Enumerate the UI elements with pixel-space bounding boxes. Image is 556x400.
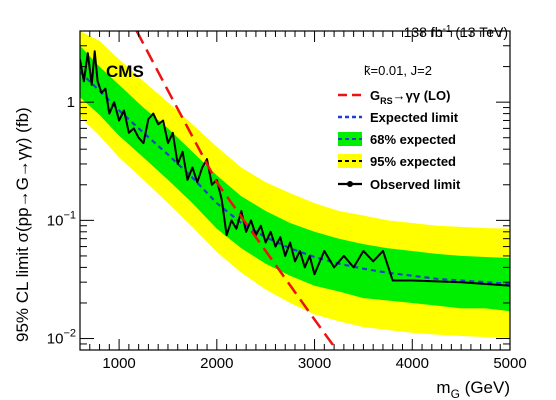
legend-swatch-95	[338, 154, 362, 168]
theory-graviton-line	[135, 31, 339, 350]
legend-label-95: 95% expected	[370, 154, 456, 169]
y-axis-label: 95% CL limit σ(pp→G→γγ) (fb)	[13, 107, 32, 342]
parameter-label: k̃=0.01, J=2	[364, 63, 432, 78]
legend-label-68: 68% expected	[370, 132, 456, 147]
legend-label-expected: Expected limit	[370, 110, 459, 125]
legend-label-theory: GRS→γγ (LO)	[370, 88, 450, 106]
y-tick-label: 10−1	[47, 209, 76, 229]
x-tick-label: 1000	[102, 355, 135, 372]
plot-clip-group	[80, 31, 510, 350]
x-tick-label: 5000	[493, 355, 526, 372]
legend-swatch-observed-marker	[347, 181, 353, 187]
lumi-label: 138 fb-1 (13 TeV)	[404, 24, 508, 40]
x-axis-label: mG (GeV)	[436, 378, 510, 400]
y-tick-label: 1	[67, 94, 75, 111]
observed-limit-line	[80, 50, 510, 287]
y-tick-label: 10−2	[47, 328, 76, 348]
legend-swatch-68	[338, 132, 362, 146]
experiment-label: CMS	[106, 62, 144, 81]
x-tick-label: 4000	[396, 355, 429, 372]
legend: GRS→γγ (LO) Expected limit 68% expected …	[338, 88, 461, 192]
legend-label-observed: Observed limit	[370, 177, 461, 192]
x-tick-label: 2000	[200, 355, 233, 372]
plot-area: 1000 2000 3000 4000 5000 10−2 10−1 1	[47, 30, 527, 372]
expected-limit-line	[80, 71, 510, 285]
x-tick-label: 3000	[298, 355, 331, 372]
